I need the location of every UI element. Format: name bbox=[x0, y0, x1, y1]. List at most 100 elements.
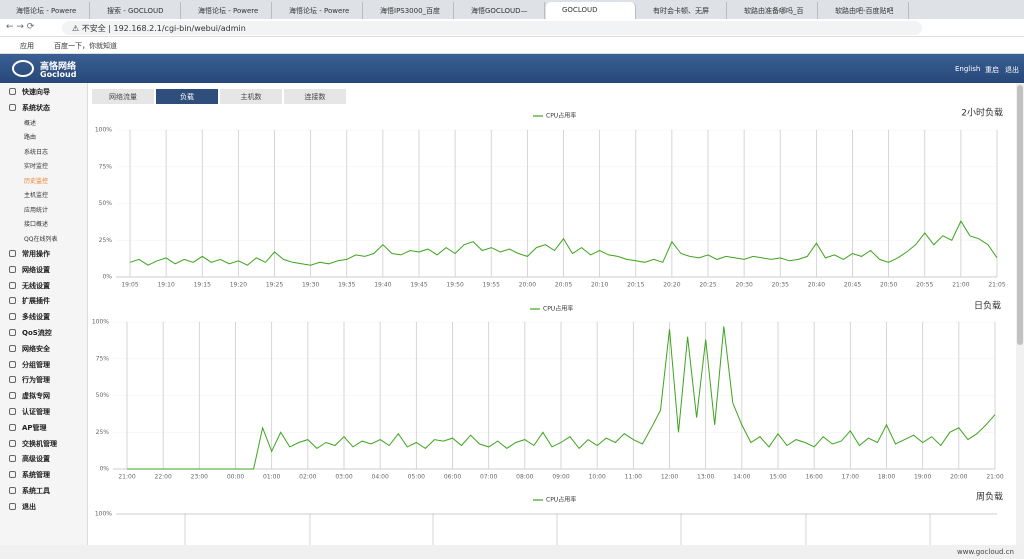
browser-tab[interactable]: 海悟IPS3000_百度 bbox=[364, 2, 454, 19]
security: 不安全 bbox=[81, 24, 106, 33]
submenu-item[interactable]: 系统日志 bbox=[24, 148, 49, 156]
menu-icon bbox=[9, 329, 16, 337]
logo: 高恪网络 bbox=[40, 62, 77, 72]
browser-tab[interactable]: 海悟论坛 - Powere bbox=[273, 2, 363, 19]
menu-item[interactable]: 系统管理 bbox=[0, 466, 87, 482]
x-tick-label: 20:05 bbox=[555, 282, 572, 289]
menu-item[interactable]: 交换机管理 bbox=[0, 435, 87, 451]
y-tick-label: 100% bbox=[95, 511, 112, 518]
browser-tab[interactable]: 海悟GOCLOUD— bbox=[455, 2, 545, 19]
x-tick-label: 23:00 bbox=[191, 474, 208, 481]
y-tick-label: 50% bbox=[96, 392, 110, 399]
x-tick-label: 09:00 bbox=[552, 474, 569, 481]
menu-item[interactable]: 系统工具 bbox=[0, 482, 87, 498]
menu-item[interactable]: 网络设置 bbox=[0, 261, 87, 277]
content-tab[interactable]: 连接数 bbox=[284, 89, 346, 104]
x-tick-label: 10:00 bbox=[589, 474, 606, 481]
content-tab[interactable]: 负载 bbox=[156, 89, 218, 104]
y-tick-label: 0% bbox=[102, 274, 112, 281]
submenu-item[interactable]: 概述 bbox=[24, 119, 37, 127]
menu-item[interactable]: 分组管理 bbox=[0, 356, 87, 372]
menu-icon bbox=[9, 471, 16, 479]
header-link[interactable]: 退出 bbox=[1005, 66, 1019, 74]
x-tick-label: 20:40 bbox=[808, 282, 825, 289]
submenu-item[interactable]: 应用统计 bbox=[24, 206, 49, 214]
nav-buttons[interactable]: ← → ⟳ bbox=[6, 22, 35, 32]
x-tick-label: 21:00 bbox=[986, 474, 1003, 481]
x-tick-label: 20:20 bbox=[663, 282, 680, 289]
browser-tab[interactable]: 软路由准备哪吗_百 bbox=[728, 2, 818, 19]
menu-item[interactable]: 虚拟专网 bbox=[0, 387, 87, 403]
menu-icon bbox=[9, 103, 16, 111]
menu-item[interactable]: 认证管理 bbox=[0, 403, 87, 419]
logo-icon bbox=[12, 60, 34, 77]
url-box[interactable]: ⚠ 不安全 | 192.168.2.1/cgi-bin/webui/admin bbox=[62, 21, 922, 35]
submenu-item[interactable]: 实时监控 bbox=[24, 163, 49, 171]
menu-item[interactable]: 无线设置 bbox=[0, 277, 87, 293]
sidebar: 快速向导 系统状态概述路由系统日志实时监控历史监控主机监控应用统计接口概述 QQ在线… bbox=[0, 83, 88, 545]
x-tick-label: 20:45 bbox=[844, 282, 861, 289]
menu-icon bbox=[9, 281, 16, 289]
submenu-item[interactable]: 路由 bbox=[24, 134, 37, 142]
browser-tab[interactable]: 海悟论坛 - Powere bbox=[182, 2, 272, 19]
submenu-item[interactable]: 接口概述 bbox=[24, 221, 49, 229]
x-tick-label: 01:00 bbox=[263, 474, 280, 481]
menu-icon bbox=[9, 250, 16, 258]
browser-tab[interactable]: 搜索 - GOCLOUD bbox=[91, 2, 181, 19]
x-tick-label: 16:00 bbox=[806, 474, 823, 481]
browser-tab[interactable]: 海悟论坛 - Powere bbox=[0, 2, 90, 19]
scrollbar[interactable] bbox=[1016, 83, 1024, 545]
x-tick-label: 04:00 bbox=[372, 474, 389, 481]
menu-item[interactable]: 系统状态 bbox=[0, 99, 87, 115]
menu-icon bbox=[9, 344, 16, 352]
submenu-item[interactable]: 历史监控 bbox=[24, 177, 49, 185]
menu-item[interactable]: QoS流控 bbox=[0, 324, 87, 340]
x-tick-label: 07:00 bbox=[480, 474, 497, 481]
content-tab[interactable]: 主机数 bbox=[220, 89, 282, 104]
logo-en: Gocloud bbox=[40, 70, 77, 79]
x-tick-label: 19:55 bbox=[483, 282, 500, 289]
menu-item[interactable]: AP管理 bbox=[0, 419, 87, 435]
x-tick-label: 13:00 bbox=[697, 474, 714, 481]
x-tick-label: 20:55 bbox=[916, 282, 933, 289]
menu-item[interactable]: 退出 bbox=[0, 498, 87, 514]
browser-tab[interactable]: 有时会卡顿、无屏 bbox=[637, 2, 727, 19]
browser-tab[interactable]: GOCLOUD bbox=[546, 2, 636, 19]
menu-item[interactable]: 常用操作 bbox=[0, 245, 87, 261]
x-tick-label: 19:50 bbox=[446, 282, 463, 289]
y-tick-label: 25% bbox=[96, 429, 110, 436]
menu-item[interactable]: 行为管理 bbox=[0, 371, 87, 387]
cpu-line bbox=[129, 220, 998, 266]
header-link[interactable]: 重启 bbox=[985, 66, 999, 74]
bookmark[interactable]: 应用 bbox=[20, 42, 34, 50]
x-tick-label: 20:50 bbox=[880, 282, 897, 289]
menu-item[interactable]: 快速向导 bbox=[0, 83, 87, 99]
browser-tab[interactable]: 软路由吧-百度贴吧 bbox=[819, 2, 909, 19]
submenu-item[interactable]: QQ在线列表 bbox=[24, 235, 58, 243]
menu-item[interactable]: 多线设置 bbox=[0, 308, 87, 324]
y-tick-label: 75% bbox=[99, 163, 113, 170]
y-tick-label: 100% bbox=[92, 319, 109, 326]
x-tick-label: 19:25 bbox=[266, 282, 283, 289]
chart-title: 周负载 bbox=[976, 491, 1003, 503]
menu-item[interactable]: 扩展插件 bbox=[0, 292, 87, 308]
menu-item[interactable]: 高级设置 bbox=[0, 450, 87, 466]
bookmark[interactable]: 百度一下，你就知道 bbox=[54, 42, 117, 50]
x-tick-label: 11:00 bbox=[625, 474, 642, 481]
x-tick-label: 19:10 bbox=[157, 282, 174, 289]
y-tick-label: 75% bbox=[96, 355, 110, 362]
x-tick-label: 18:00 bbox=[878, 474, 895, 481]
submenu-item[interactable]: 主机监控 bbox=[24, 192, 49, 200]
content-tab[interactable]: 网络流量 bbox=[92, 89, 154, 104]
menu-icon bbox=[9, 423, 16, 431]
x-tick-label: 19:20 bbox=[230, 282, 247, 289]
x-tick-label: 20:30 bbox=[735, 282, 752, 289]
x-tick-label: 20:35 bbox=[772, 282, 789, 289]
x-tick-label: 21:05 bbox=[988, 282, 1005, 289]
bookmarks: 应用 百度一下，你就知道 bbox=[0, 37, 1024, 54]
x-tick-label: 00:00 bbox=[227, 474, 244, 481]
menu-item[interactable]: 网络安全 bbox=[0, 340, 87, 356]
header-link[interactable]: English bbox=[955, 65, 981, 73]
chart-title: 日负载 bbox=[974, 300, 1001, 312]
